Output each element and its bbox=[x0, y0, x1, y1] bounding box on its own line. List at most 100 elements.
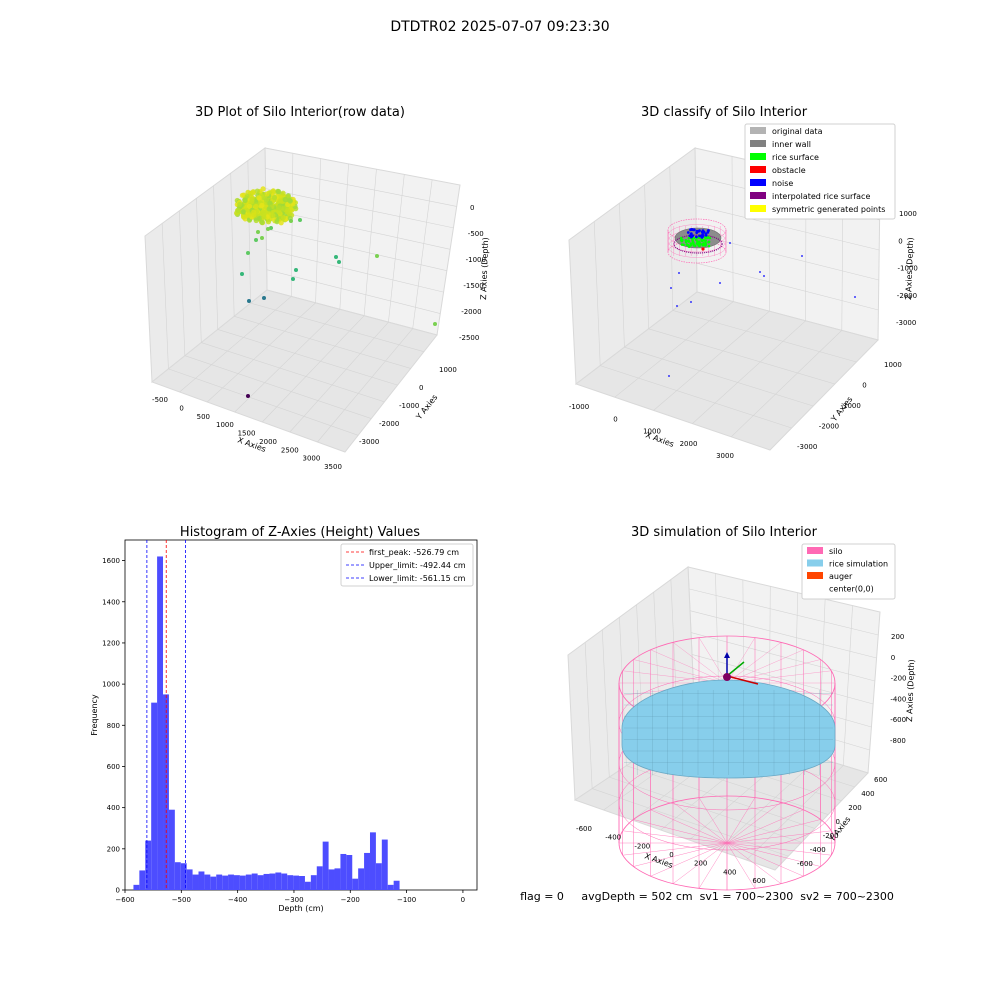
histogram-bar bbox=[346, 855, 353, 890]
histogram-bar bbox=[281, 873, 288, 890]
classify-z-tick-label: -3000 bbox=[896, 319, 916, 327]
raw-point bbox=[337, 260, 341, 264]
grid-line bbox=[695, 205, 880, 251]
simulation-x-tick-label: 600 bbox=[752, 877, 765, 885]
classify-noise-point bbox=[701, 229, 705, 233]
classify-noise-point bbox=[691, 228, 695, 232]
histogram-bar bbox=[245, 874, 252, 890]
silo-grid-spoke bbox=[622, 830, 728, 844]
simulation-legend-label: silo bbox=[829, 547, 843, 556]
histogram-bar bbox=[310, 875, 317, 890]
histogram-x-tick-label: −600 bbox=[115, 896, 134, 904]
classify-rice-point bbox=[707, 244, 711, 248]
grid-line bbox=[644, 184, 649, 329]
raw-point bbox=[256, 216, 262, 222]
grid-line bbox=[266, 249, 444, 293]
raw-point bbox=[276, 205, 282, 211]
histogram-x-tick-label: −300 bbox=[284, 896, 303, 904]
simulation-z-tick-label: -400 bbox=[890, 695, 906, 703]
histogram-bar bbox=[233, 875, 240, 890]
classify-x-tick-label: 1000 bbox=[643, 428, 661, 436]
classify-noise-point bbox=[695, 229, 699, 233]
histogram-y-tick-label: 600 bbox=[107, 763, 120, 771]
classify-legend-label: obstacle bbox=[772, 166, 806, 175]
histogram-y-tick-label: 200 bbox=[107, 845, 120, 853]
raw-point bbox=[278, 220, 284, 226]
classify-x-tick-label: 3000 bbox=[716, 452, 734, 460]
silo-grid-spoke bbox=[633, 819, 728, 844]
classify-scatter-points bbox=[668, 228, 856, 377]
classify-zlabel: Z Axies (Depth) bbox=[904, 237, 915, 300]
simulation-y-tick-label: -400 bbox=[810, 846, 826, 854]
grid-line bbox=[696, 262, 879, 311]
histogram-bar bbox=[299, 876, 305, 890]
raw-x-tick-label: 0 bbox=[179, 404, 183, 412]
simulation-legend-label: auger bbox=[829, 572, 853, 581]
classify-noise-point bbox=[801, 255, 803, 257]
silo-grid-spoke bbox=[650, 649, 728, 684]
raw-point bbox=[247, 299, 251, 303]
simulation-y-tick-label: 400 bbox=[861, 790, 874, 798]
silo-grid-spoke bbox=[726, 797, 756, 844]
grid-line bbox=[196, 198, 202, 343]
classify-rice-point bbox=[701, 243, 705, 247]
raw-point bbox=[289, 219, 293, 223]
raw-point bbox=[264, 191, 270, 197]
classify-legend-swatch bbox=[750, 140, 766, 147]
classify-z-tick-label: -1000 bbox=[898, 265, 918, 273]
raw-point bbox=[278, 198, 284, 204]
histogram-y-tick-label: 1400 bbox=[102, 598, 120, 606]
classify-title: 3D classify of Silo Interior bbox=[641, 105, 808, 120]
raw-z-tick-label: -1500 bbox=[463, 282, 483, 290]
histogram-y-tick-label: 0 bbox=[116, 887, 120, 895]
raw-point bbox=[239, 192, 245, 198]
classify-z-tick-label: 1000 bbox=[899, 210, 917, 218]
classify-noise-point bbox=[670, 287, 672, 289]
classify-noise-point bbox=[668, 375, 670, 377]
classify-legend-label: inner wall bbox=[772, 140, 811, 149]
classify-rice-point bbox=[680, 236, 683, 240]
grid-line bbox=[412, 179, 433, 329]
histogram-x-tick-label: −400 bbox=[228, 896, 247, 904]
raw-point bbox=[282, 196, 288, 203]
raw-point bbox=[235, 207, 241, 213]
raw-point bbox=[276, 209, 282, 215]
simulation-x-tick-label: -200 bbox=[634, 842, 650, 850]
histogram-x-tick-label: −200 bbox=[341, 896, 360, 904]
histogram-bar bbox=[304, 881, 311, 890]
grid-line bbox=[689, 610, 877, 659]
raw-point bbox=[247, 203, 253, 209]
simulation-legend-swatch bbox=[807, 547, 823, 554]
raw-zlabel: Z Axies (Depth) bbox=[479, 237, 490, 300]
raw-point bbox=[249, 198, 255, 205]
raw-point bbox=[237, 201, 243, 208]
grid-line bbox=[688, 588, 879, 636]
raw-point bbox=[245, 212, 252, 218]
classify-rice-point bbox=[695, 238, 698, 242]
histogram-bar bbox=[334, 868, 341, 890]
simulation-title: 3D simulation of Silo Interior bbox=[631, 525, 818, 540]
simulation-y-tick-label: 200 bbox=[848, 804, 861, 812]
raw-point bbox=[294, 268, 298, 272]
grid-line bbox=[692, 320, 806, 424]
simulation-legend-items: silo rice simulation auger center(0,0) bbox=[807, 547, 888, 594]
simulation-legend-label: rice simulation bbox=[829, 560, 888, 569]
silo-grid-spoke bbox=[698, 797, 728, 844]
raw-point bbox=[245, 207, 251, 213]
simulation-z-tick-label: -800 bbox=[890, 737, 906, 745]
grid-line bbox=[696, 234, 879, 281]
classify-rice-point bbox=[699, 242, 702, 246]
raw-point bbox=[287, 198, 293, 204]
classify-rice-point bbox=[685, 239, 688, 243]
raw-point bbox=[250, 190, 256, 196]
grid-line bbox=[626, 765, 815, 829]
histogram-bar bbox=[157, 556, 164, 890]
simulation-x-tick-label: 400 bbox=[723, 868, 736, 876]
raw-x-tick-label: 1500 bbox=[238, 430, 256, 438]
histogram-bar bbox=[328, 869, 335, 890]
classify-rice-point bbox=[692, 242, 695, 246]
classify-y-ticks: 1000 0 -1000 -2000 -3000 bbox=[797, 361, 902, 451]
grid-line bbox=[672, 310, 857, 363]
silo-grid-spoke bbox=[698, 842, 728, 889]
